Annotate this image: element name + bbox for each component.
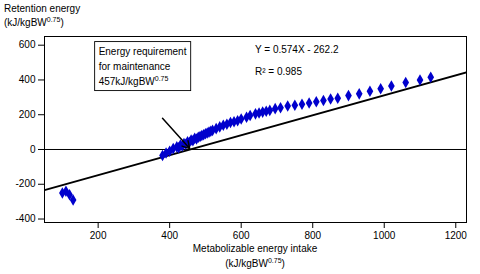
svg-text:400: 400 xyxy=(161,230,178,241)
svg-text:1200: 1200 xyxy=(445,230,468,241)
svg-text:200: 200 xyxy=(19,109,36,120)
svg-text:800: 800 xyxy=(304,230,321,241)
svg-text:200: 200 xyxy=(90,230,107,241)
svg-text:-400: -400 xyxy=(15,213,35,224)
svg-text:1000: 1000 xyxy=(373,230,396,241)
svg-text:(kJ/kgBW0.75): (kJ/kgBW0.75) xyxy=(225,257,285,269)
svg-text:Y = 0.574X - 262.2: Y = 0.574X - 262.2 xyxy=(255,44,339,55)
svg-text:R² = 0.985: R² = 0.985 xyxy=(255,66,302,77)
svg-text:(kJ/kgBW0.75): (kJ/kgBW0.75) xyxy=(4,16,64,28)
svg-text:Retention energy: Retention energy xyxy=(4,3,80,14)
svg-text:-200: -200 xyxy=(15,178,35,189)
svg-text:Energy requirement: Energy requirement xyxy=(99,46,187,57)
svg-text:0: 0 xyxy=(30,144,36,155)
svg-text:for maintenance: for maintenance xyxy=(99,61,171,72)
svg-text:400: 400 xyxy=(19,74,36,85)
svg-text:Metabolizable energy intake: Metabolizable energy intake xyxy=(193,243,318,254)
svg-text:457kJ/kgBW0.75: 457kJ/kgBW0.75 xyxy=(99,75,169,87)
svg-text:600: 600 xyxy=(233,230,250,241)
svg-text:600: 600 xyxy=(19,39,36,50)
